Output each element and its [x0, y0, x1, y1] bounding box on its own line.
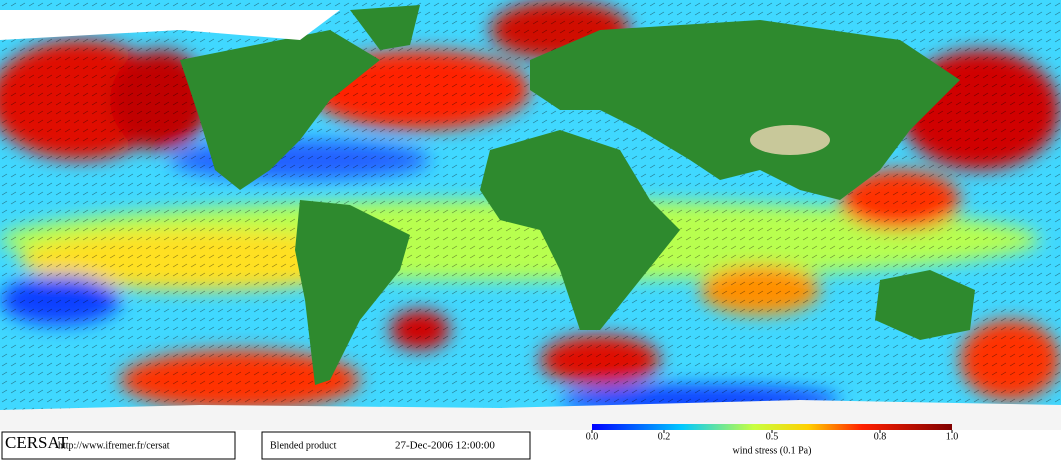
colorbar-tick-label: 0.5 [766, 431, 779, 442]
date: 27-Dec-2006 12:00:00 [395, 440, 495, 452]
url: http://www.ifremer.fr/cersat [58, 440, 170, 451]
colorbar-label: wind stress (0.1 Pa) [733, 445, 812, 456]
antarctica [0, 400, 1061, 430]
plateau [750, 125, 830, 155]
colorbar-tick-label: 0.2 [658, 431, 671, 442]
continents [180, 5, 975, 385]
colorbar [592, 424, 952, 430]
logo-box [1, 431, 236, 460]
map [0, 0, 1061, 430]
logo: CERSAT [5, 433, 69, 452]
colorbar-tick-label: 0.0 [586, 431, 599, 442]
product: Blended product [270, 440, 337, 451]
colorbar-tick-label: 0.8 [874, 431, 887, 442]
info-box [261, 431, 531, 460]
colorbar-tick-label: 1.0 [946, 431, 959, 442]
arctic [0, 10, 340, 40]
